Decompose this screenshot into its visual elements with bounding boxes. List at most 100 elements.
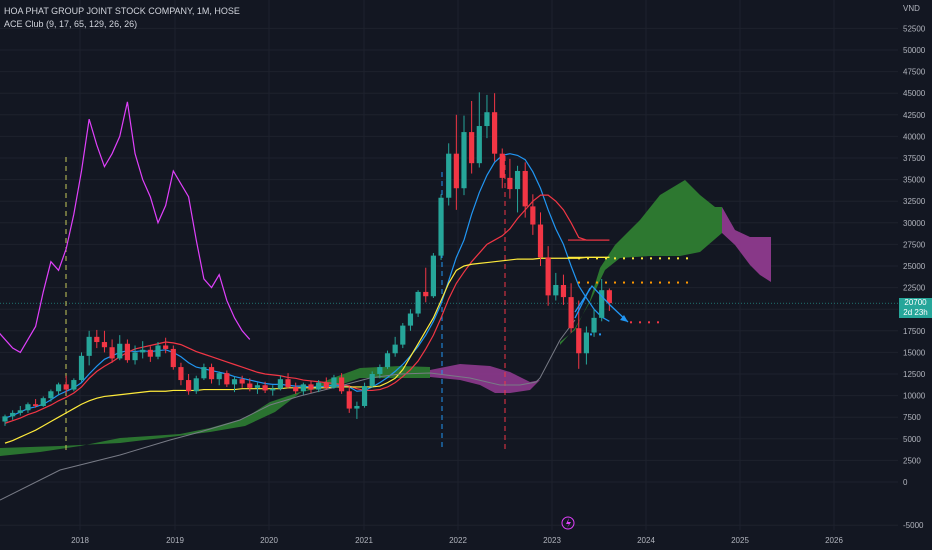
time-tick-label: 2026 (825, 536, 843, 545)
candle-body (346, 391, 352, 409)
candle-body (446, 153, 452, 198)
magenta-line (0, 101, 251, 354)
price-tick-label: 5000 (903, 435, 921, 444)
candle-body (316, 382, 322, 390)
candle-body (484, 112, 490, 127)
candle-body (361, 386, 368, 406)
candle-body (308, 384, 314, 390)
last-price: 20700 (904, 298, 927, 307)
time-tick-label: 2022 (449, 536, 467, 545)
candle-body (155, 345, 161, 357)
forecast-dot-mid-low (657, 321, 659, 324)
candle-body (331, 377, 337, 388)
candle-body (178, 367, 184, 381)
candle-body (254, 385, 261, 388)
candle-body (86, 336, 92, 356)
candle-body (583, 332, 589, 354)
price-tick-label: 25000 (903, 262, 926, 271)
price-tick-label: 35000 (903, 176, 926, 185)
time-tick-label: 2018 (71, 536, 89, 545)
candle-body (606, 290, 612, 304)
candle-body (438, 197, 444, 256)
forecast-dot-mid (659, 281, 661, 284)
time-tick-label: 2023 (543, 536, 561, 545)
forecast-dot-slow (677, 257, 679, 260)
candle-body (507, 177, 513, 190)
price-tick-label: 42500 (903, 111, 926, 120)
lightning-icon[interactable] (561, 516, 575, 530)
candle-body (17, 410, 23, 413)
candle-body (63, 384, 69, 390)
candle-body (208, 367, 215, 380)
candle-body (453, 153, 459, 189)
symbol-title[interactable]: HOA PHAT GROUP JOINT STOCK COMPANY, 1M, … (4, 6, 240, 16)
candle-body (369, 374, 375, 387)
candle-body (124, 343, 130, 361)
time-tick-label: 2019 (166, 536, 184, 545)
forecast-dot-slow (587, 257, 589, 260)
candle-body (469, 132, 475, 164)
candle-body (71, 380, 77, 390)
projection-marks (574, 257, 688, 336)
candle-body (247, 383, 253, 388)
time-tick-label: 2021 (355, 536, 373, 545)
price-tick-label: 40000 (903, 132, 926, 141)
forecast-dot-slow (686, 257, 688, 260)
indicator-lines (0, 101, 610, 501)
forecast-dot-slow (605, 257, 607, 260)
indicator-label[interactable]: ACE Club (9, 17, 65, 129, 26, 26) (4, 19, 138, 29)
candle-body (599, 290, 605, 318)
last-price-tag: 20700 2d 23h (899, 298, 932, 318)
forecast-dot-mid-low (648, 321, 650, 324)
price-tick-label: 0 (903, 478, 908, 487)
candle-body (193, 378, 199, 392)
candle-body (522, 170, 528, 207)
candle-body (293, 386, 299, 392)
candle-body (25, 404, 31, 411)
candle-body (140, 349, 146, 353)
cloud-bullish (0, 366, 430, 456)
price-tick-label: 52500 (903, 24, 926, 33)
candle-body (415, 291, 421, 314)
forecast-dot-mid (641, 281, 643, 284)
candle-body (545, 257, 551, 296)
candle-body (231, 379, 238, 385)
candle-body (576, 328, 582, 354)
price-tick-label: -5000 (903, 521, 924, 530)
candle-body (553, 285, 559, 296)
candle-body (323, 382, 329, 388)
candle-body (147, 349, 153, 357)
forecast-dot-mid (587, 281, 589, 284)
price-axis[interactable]: -5000 0 2500 5000 7500 10000 12500 15000 17500 20… (903, 4, 926, 530)
candle-body (568, 297, 574, 329)
price-tick-label: 7500 (903, 413, 921, 422)
candle-body (40, 398, 46, 406)
candle-body (423, 291, 429, 297)
forecast-dot-mid-low (630, 321, 632, 324)
forecast-dot-slow (668, 257, 670, 260)
candle-body (2, 416, 8, 422)
price-tick-label: 17500 (903, 327, 926, 336)
forecast-dot-slow (578, 257, 580, 260)
candle-body (300, 384, 306, 392)
candle-body (224, 373, 230, 385)
forecast-dot-mid (686, 281, 688, 284)
candle-body (499, 153, 505, 178)
chart-grid (0, 0, 898, 530)
slow-line (4, 256, 610, 444)
forecast-dot-slow (632, 257, 634, 260)
price-tick-label: 47500 (903, 68, 926, 77)
candle-body (530, 206, 536, 225)
mid-line (4, 194, 610, 424)
candle-body (132, 352, 138, 361)
candle-body (392, 344, 398, 354)
candle-body (591, 317, 597, 333)
forecast-dot-slow (623, 257, 625, 260)
time-axis[interactable]: 2018 2019 2020 2021 2022 2023 2024 2025 2026 (71, 536, 843, 545)
forecast-dot-mid (605, 281, 607, 284)
candle-body (514, 170, 521, 190)
forecast-dot-mid (650, 281, 652, 284)
price-tick-label: 27500 (903, 240, 926, 249)
forecast-dot-mid (578, 281, 580, 284)
